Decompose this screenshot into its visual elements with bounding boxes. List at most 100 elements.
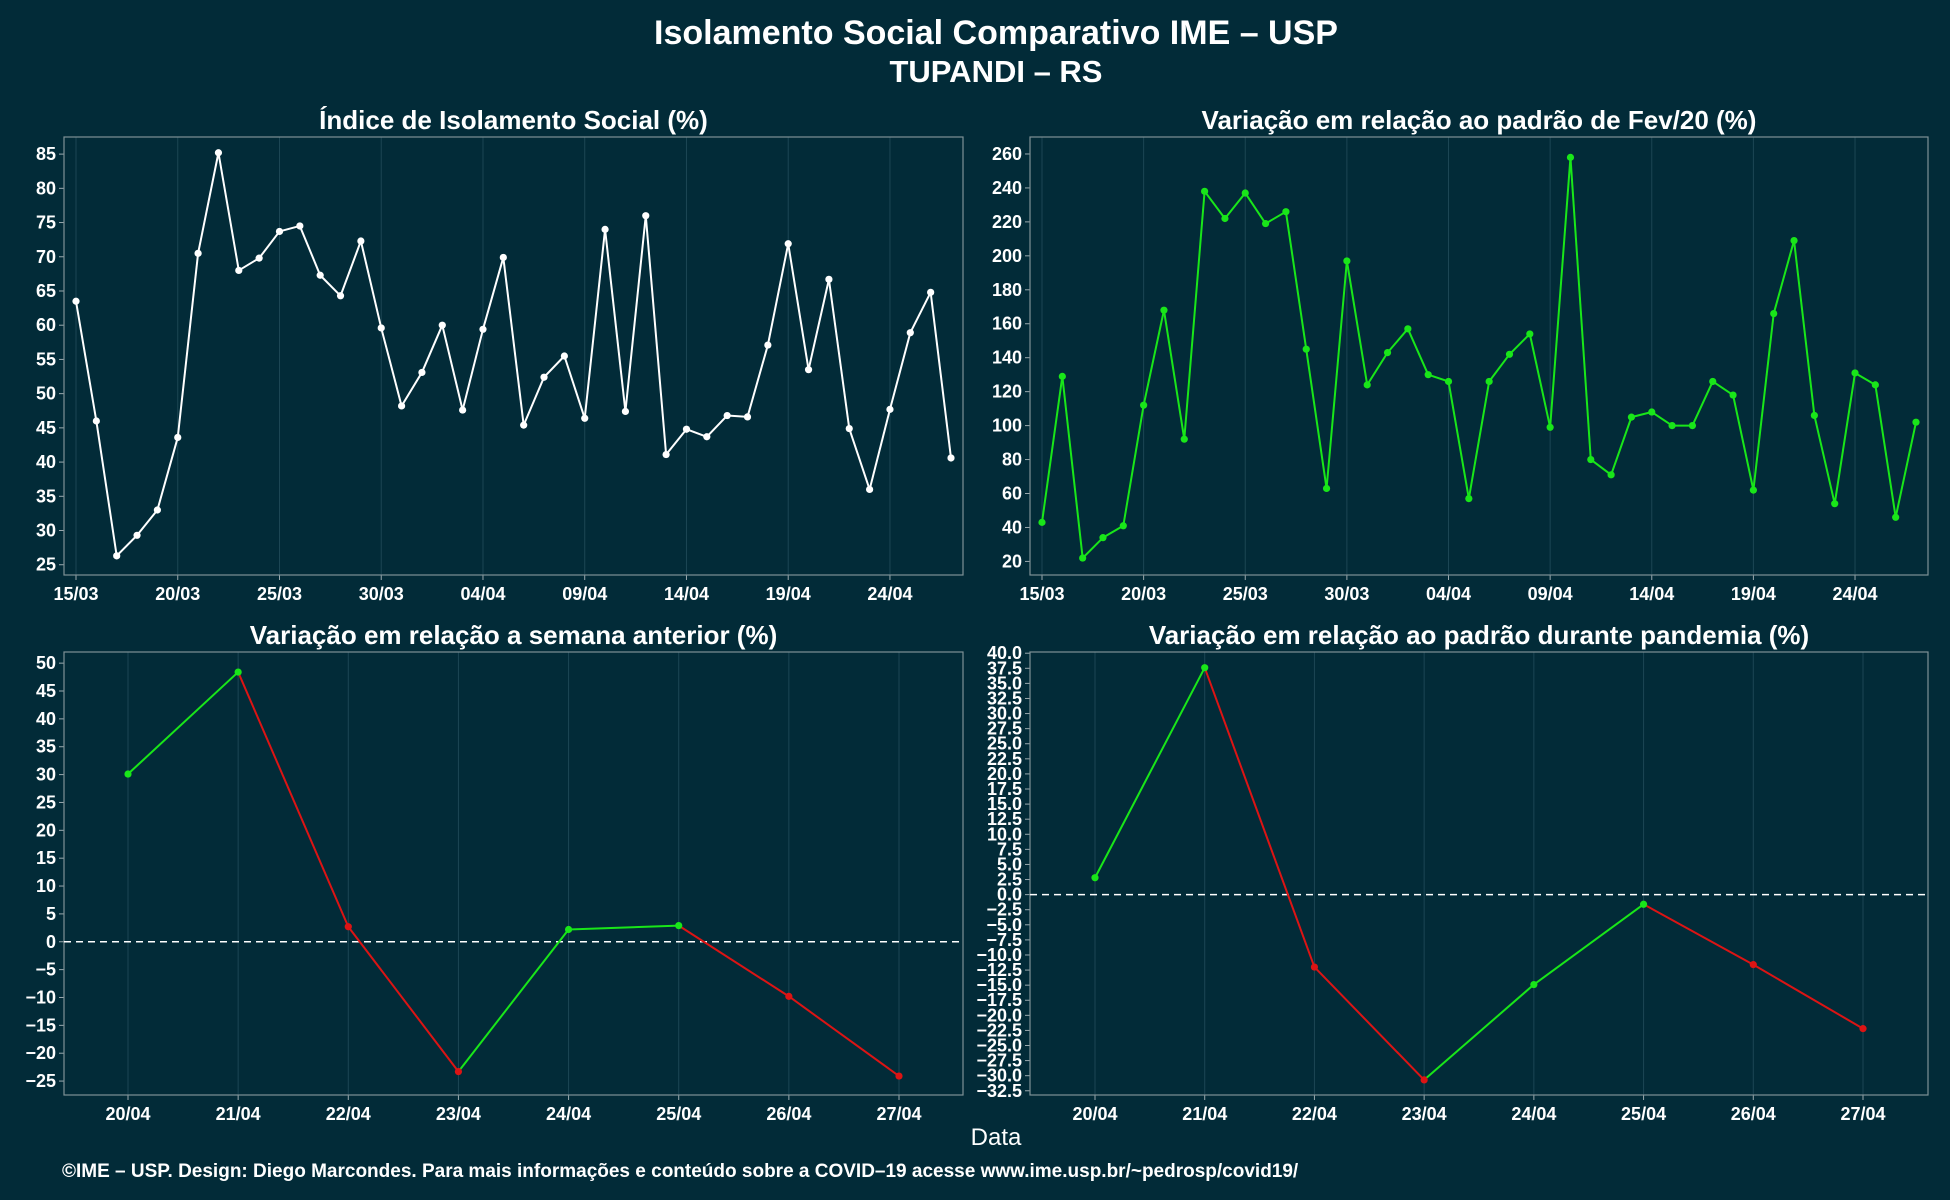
y-tick-label: 80: [36, 178, 56, 198]
data-point: [255, 254, 263, 262]
panel-border: [63, 651, 964, 1096]
data-point: [947, 454, 955, 462]
series-segment: [441, 324, 464, 411]
series-segment: [868, 409, 891, 490]
series-segment: [1102, 524, 1124, 539]
y-tick-label: −12.5: [976, 960, 1022, 980]
data-point: [1639, 900, 1648, 908]
data-point: [825, 275, 833, 283]
series-segment: [258, 230, 281, 259]
series-segment: [665, 428, 688, 456]
data-point: [1607, 471, 1615, 479]
data-point: [1749, 961, 1757, 969]
data-point: [564, 925, 573, 934]
data-point: [72, 297, 80, 305]
data-point: [804, 366, 813, 374]
series-segment: [237, 671, 350, 928]
y-tick-label: 35: [36, 486, 56, 506]
main-title: Isolamento Social Comparativo IME – USP: [654, 14, 1338, 52]
panel-title: Índice de Isolamento Social (%): [319, 105, 708, 135]
x-tick-label: 25/04: [656, 1104, 701, 1124]
data-point: [1831, 500, 1839, 508]
series-segment: [706, 414, 728, 438]
y-tick-label: 35: [36, 737, 56, 757]
data-point: [275, 227, 284, 236]
x-tick-label: 19/04: [1731, 584, 1776, 604]
series-segment: [568, 924, 679, 931]
y-tick-label: 75: [36, 213, 56, 233]
y-tick-label: 180: [992, 280, 1022, 300]
y-tick-label: 45: [36, 418, 56, 438]
data-point: [1485, 377, 1493, 386]
x-tick-label: 04/04: [460, 584, 505, 604]
data-point: [621, 407, 630, 416]
footer-credit: ©IME – USP. Design: Diego Marcondes. Par…: [62, 1161, 1299, 1182]
series-segment: [1691, 381, 1714, 427]
data-point: [1201, 187, 1209, 195]
data-point: [438, 321, 446, 329]
data-point: [1079, 554, 1087, 562]
x-tick-label: 22/04: [1292, 1104, 1337, 1124]
y-tick-label: 15.0: [987, 794, 1022, 814]
data-point: [581, 414, 589, 422]
data-point: [520, 421, 528, 429]
y-tick-label: −20.0: [976, 1005, 1022, 1025]
y-tick-label: 7.5: [997, 839, 1022, 859]
data-point: [540, 373, 548, 381]
x-tick-label: 22/04: [326, 1104, 371, 1124]
data-point: [1282, 208, 1290, 216]
x-tick-label: 27/04: [1840, 1104, 1885, 1124]
data-point: [316, 271, 324, 279]
data-point: [113, 552, 121, 560]
series-segment: [1203, 190, 1226, 220]
series-segment: [888, 332, 912, 410]
data-point: [1119, 522, 1127, 530]
x-tick-label: 23/04: [1402, 1104, 1447, 1124]
y-tick-label: 70: [36, 247, 56, 267]
series-segment: [1081, 536, 1104, 559]
series-segment: [1610, 416, 1633, 476]
data-point: [703, 433, 711, 441]
y-tick-label: −15.0: [976, 975, 1022, 995]
series-segment: [127, 671, 239, 775]
series-segment: [1549, 157, 1572, 428]
y-tick-label: 25: [36, 792, 56, 812]
series-segment: [1813, 415, 1836, 504]
data-point: [133, 531, 141, 539]
x-tick-label: 30/03: [1324, 584, 1369, 604]
data-point: [1546, 423, 1554, 431]
y-tick-label: 220: [992, 212, 1022, 232]
data-point: [1099, 534, 1107, 542]
panel-title: Variação em relação ao padrão durante pa…: [1149, 620, 1809, 650]
x-tick-label: 23/04: [436, 1104, 481, 1124]
data-point: [1444, 377, 1453, 386]
data-point: [560, 352, 568, 360]
y-tick-label: 80: [1002, 450, 1022, 470]
data-point: [1729, 391, 1737, 399]
data-point: [1241, 189, 1249, 197]
data-point: [1363, 381, 1371, 389]
data-point: [397, 402, 406, 410]
data-point: [479, 325, 487, 333]
x-tick-label: 24/04: [1832, 584, 1877, 604]
series-segment: [522, 376, 545, 426]
y-tick-label: 25.0: [987, 734, 1022, 754]
y-tick-label: 10: [36, 876, 56, 896]
y-tick-label: −20: [25, 1043, 56, 1063]
y-tick-label: 5.0: [997, 854, 1022, 874]
x-tick-label: 21/04: [216, 1104, 261, 1124]
y-tick-label: 60: [1002, 484, 1022, 504]
x-tick-label: 09/04: [562, 584, 607, 604]
data-point: [1404, 325, 1412, 333]
series-segment: [1325, 260, 1348, 489]
series-segment: [563, 355, 586, 419]
y-tick-label: 15: [36, 848, 56, 868]
series-segment: [1651, 411, 1673, 427]
series-segment: [1488, 353, 1511, 383]
y-tick-label: 45: [36, 681, 56, 701]
series-segment: [156, 437, 179, 511]
data-point: [1160, 306, 1168, 314]
series-segment: [604, 229, 627, 412]
data-point: [1221, 214, 1229, 223]
y-tick-label: 40: [36, 709, 56, 729]
